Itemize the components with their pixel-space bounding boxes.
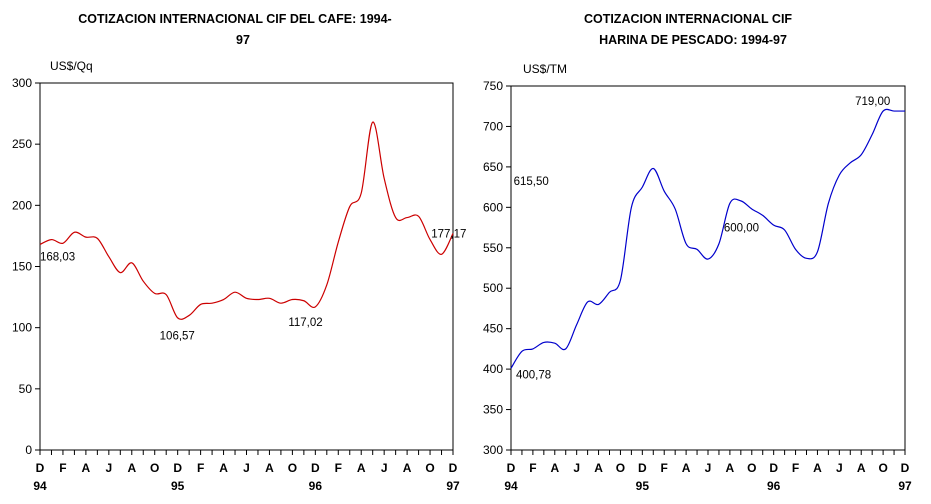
- fishmeal-y-tick-label: 300: [483, 443, 503, 457]
- fishmeal-y-tick-label: 400: [483, 362, 503, 376]
- fishmeal-data-label: 719,00: [855, 96, 890, 108]
- coffee-x-tick-label: A: [357, 461, 366, 475]
- coffee-x-tick-label: D: [173, 461, 182, 475]
- fishmeal-plot-frame: [510, 85, 906, 451]
- coffee-x-tick-label: A: [82, 461, 91, 475]
- fishmeal-y-ticks: 750 700 650 600 550 500 450 400 350 300: [483, 79, 511, 457]
- fishmeal-x-tick-label: F: [661, 461, 668, 475]
- coffee-y-tick-label: 300: [12, 76, 32, 90]
- coffee-x-tick-label: A: [265, 461, 274, 475]
- coffee-y-tick-label: 200: [12, 198, 32, 212]
- fishmeal-y-tick-label: 500: [483, 281, 503, 295]
- fishmeal-y-tick-label: 350: [483, 403, 503, 417]
- coffee-y-axis-label: US$/Qq: [50, 59, 93, 73]
- coffee-x-tick-label: J: [243, 461, 250, 475]
- fishmeal-x-ticks: D F A J A O D F A J A O D F A J A O D94 95 96 97: [504, 450, 912, 493]
- coffee-x-year-label: 96: [309, 479, 323, 493]
- coffee-y-ticks: 300 250 200 150 100 50 0: [12, 76, 40, 457]
- coffee-x-tick-label: A: [219, 461, 228, 475]
- coffee-data-label: 117,02: [288, 317, 322, 329]
- fishmeal-x-tick-label: O: [616, 461, 625, 475]
- coffee-data-label: 168,03: [40, 251, 75, 263]
- coffee-x-year-label: 95: [171, 479, 185, 493]
- coffee-y-tick-label: 50: [19, 382, 33, 396]
- fishmeal-y-tick-label: 700: [483, 119, 503, 133]
- coffee-x-year-label: 94: [33, 479, 47, 493]
- fishmeal-series-line: [510, 108, 905, 369]
- fishmeal-x-tick-label: A: [726, 461, 735, 475]
- coffee-chart-title-line2: 97: [236, 33, 250, 47]
- fishmeal-y-tick-label: 750: [483, 79, 503, 93]
- coffee-x-tick-label: A: [403, 461, 412, 475]
- fishmeal-x-tick-label: D: [901, 461, 910, 475]
- fishmeal-y-tick-label: 450: [483, 322, 503, 336]
- fishmeal-chart-title-line1: COTIZACION INTERNACIONAL CIF: [584, 12, 792, 26]
- fishmeal-x-tick-label: D: [507, 461, 516, 475]
- fishmeal-x-tick-label: A: [857, 461, 866, 475]
- fishmeal-x-tick-label: F: [529, 461, 536, 475]
- fishmeal-chart: COTIZACION INTERNACIONAL CIF HARINA DE P…: [483, 12, 912, 493]
- fishmeal-x-tick-label: A: [594, 461, 603, 475]
- fishmeal-x-tick-label: J: [573, 461, 580, 475]
- fishmeal-x-tick-label: J: [705, 461, 712, 475]
- coffee-y-tick-label: 150: [12, 260, 32, 274]
- coffee-x-tick-label: D: [36, 461, 45, 475]
- coffee-x-tick-label: O: [150, 461, 159, 475]
- fishmeal-x-year-label: 94: [504, 479, 518, 493]
- fishmeal-x-tick-label: A: [813, 461, 822, 475]
- fishmeal-data-label: 615,50: [514, 176, 549, 188]
- fishmeal-x-tick-label: D: [638, 461, 647, 475]
- coffee-x-tick-label: J: [105, 461, 112, 475]
- fishmeal-x-tick-label: F: [792, 461, 799, 475]
- coffee-x-tick-label: D: [449, 461, 458, 475]
- fishmeal-x-tick-label: O: [878, 461, 887, 475]
- fishmeal-data-label: 600,00: [724, 222, 759, 234]
- fishmeal-chart-title-line2: HARINA DE PESCADO: 1994-97: [599, 33, 787, 47]
- fishmeal-x-year-label: 95: [636, 479, 650, 493]
- fishmeal-x-tick-label: A: [550, 461, 559, 475]
- coffee-chart-title-line1: COTIZACION INTERNACIONAL CIF DEL CAFE: 1…: [78, 12, 391, 26]
- coffee-y-tick-label: 100: [12, 321, 32, 335]
- fishmeal-data-label: 400,78: [516, 369, 551, 381]
- fishmeal-y-tick-label: 650: [483, 160, 503, 174]
- coffee-x-year-label: 97: [446, 479, 460, 493]
- coffee-x-tick-label: D: [311, 461, 320, 475]
- fishmeal-y-axis-label: US$/TM: [523, 62, 567, 76]
- fishmeal-x-tick-label: D: [769, 461, 778, 475]
- fishmeal-x-tick-label: O: [747, 461, 756, 475]
- coffee-y-tick-label: 250: [12, 137, 32, 151]
- coffee-plot-area: 168,03 106,57 117,02 177,17: [39, 82, 466, 451]
- coffee-x-tick-label: J: [381, 461, 388, 475]
- coffee-data-label: 106,57: [160, 331, 195, 343]
- coffee-x-tick-label: F: [59, 461, 66, 475]
- coffee-y-tick-label: 0: [25, 443, 32, 457]
- coffee-x-tick-label: A: [127, 461, 136, 475]
- fishmeal-x-year-label: 96: [767, 479, 781, 493]
- coffee-data-label: 177,17: [431, 228, 466, 240]
- coffee-x-tick-label: O: [425, 461, 434, 475]
- coffee-x-ticks: D F A J A O D F A J A O D F A J A O D94 95 96 97: [33, 450, 460, 493]
- fishmeal-x-tick-label: J: [836, 461, 843, 475]
- coffee-chart: COTIZACION INTERNACIONAL CIF DEL CAFE: 1…: [12, 12, 466, 493]
- fishmeal-x-year-label: 97: [898, 479, 912, 493]
- coffee-x-tick-label: F: [197, 461, 204, 475]
- fishmeal-y-tick-label: 600: [483, 200, 503, 214]
- coffee-x-tick-label: O: [288, 461, 297, 475]
- fishmeal-plot-area: 400,78 615,50 600,00 719,00: [510, 85, 906, 451]
- coffee-x-tick-label: F: [335, 461, 342, 475]
- coffee-series-line: [39, 121, 454, 320]
- fishmeal-y-tick-label: 550: [483, 241, 503, 255]
- coffee-plot-frame: [39, 82, 454, 451]
- fishmeal-x-tick-label: A: [682, 461, 691, 475]
